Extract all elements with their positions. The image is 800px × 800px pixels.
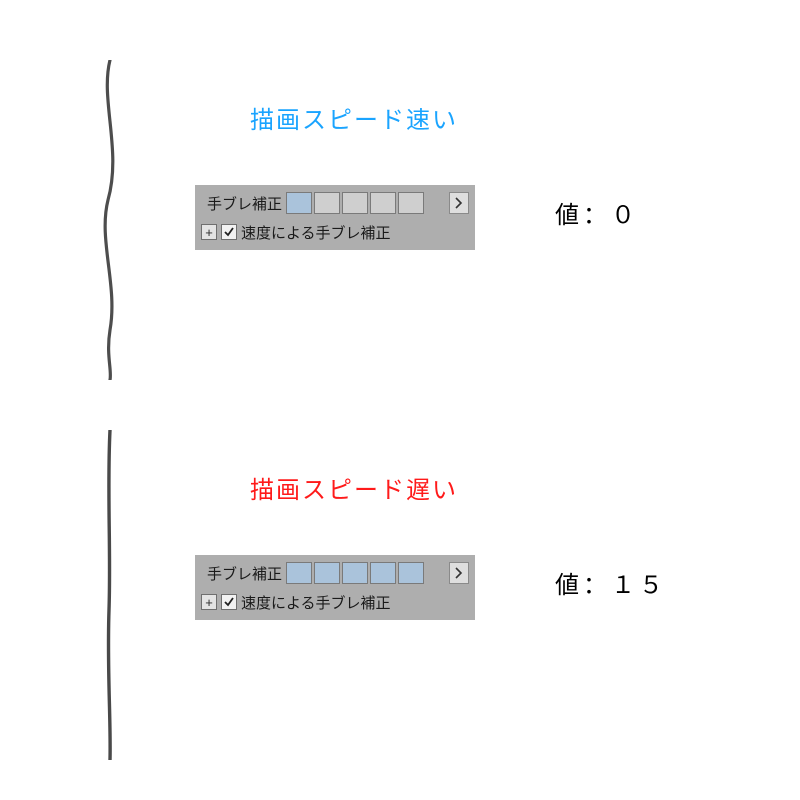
heading-slow: 描画スピード遅い [250,470,458,505]
speed-stabilization-checkbox[interactable] [221,594,237,610]
check-icon [223,226,235,238]
slider-cell[interactable] [314,562,340,584]
check-icon [223,596,235,608]
value-label-fast: 値：０ [555,195,639,230]
slider-row: 手ブレ補正 [201,190,469,216]
slider-more-button[interactable] [449,192,469,214]
expand-button[interactable]: + [201,594,217,610]
slider-more-button[interactable] [449,562,469,584]
brush-stroke-fast [80,60,140,380]
speed-stabilization-checkbox[interactable] [221,224,237,240]
checkbox-label: 速度による手ブレ補正 [241,222,391,243]
checkbox-row: + 速度による手ブレ補正 [201,220,469,244]
slider-cell[interactable] [314,192,340,214]
slider-label: 手ブレ補正 [207,563,282,584]
slider-cell[interactable] [398,192,424,214]
stabilization-slider[interactable] [286,562,447,584]
brush-stroke-slow [85,430,135,760]
slider-cell[interactable] [370,192,396,214]
stabilization-slider[interactable] [286,192,447,214]
slider-label: 手ブレ補正 [207,193,282,214]
plus-icon: + [205,226,213,239]
plus-icon: + [205,596,213,609]
slider-row: 手ブレ補正 [201,560,469,586]
slider-cell[interactable] [398,562,424,584]
slider-cell[interactable] [342,562,368,584]
chevron-right-icon [455,567,463,579]
chevron-right-icon [455,197,463,209]
checkbox-row: + 速度による手ブレ補正 [201,590,469,614]
panel-slow: 手ブレ補正 + 速度による手ブレ補正 [195,555,475,620]
heading-fast: 描画スピード速い [250,100,458,135]
slider-cell[interactable] [342,192,368,214]
expand-button[interactable]: + [201,224,217,240]
value-label-slow: 値：１５ [555,565,667,600]
slider-cell[interactable] [370,562,396,584]
slider-cell[interactable] [286,192,312,214]
checkbox-label: 速度による手ブレ補正 [241,592,391,613]
slider-cell[interactable] [286,562,312,584]
panel-fast: 手ブレ補正 + 速度による手ブレ補正 [195,185,475,250]
